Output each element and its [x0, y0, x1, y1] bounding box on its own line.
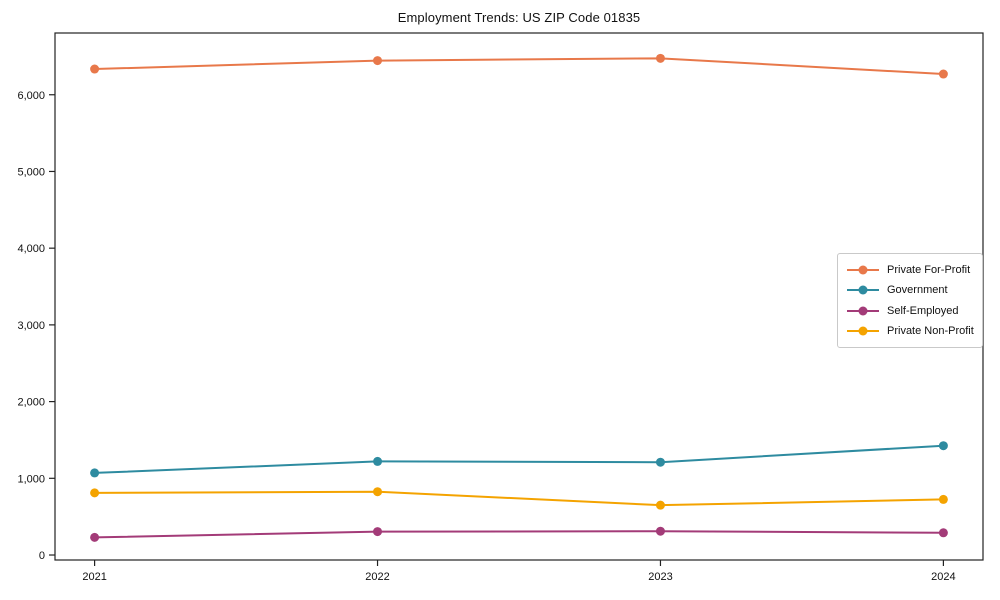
legend-item-private-non-profit: Private Non-Profit — [846, 322, 974, 341]
x-tick-label: 2023 — [648, 571, 672, 583]
legend-item-self-employed: Self-Employed — [846, 301, 974, 320]
x-tick-label: 2024 — [931, 571, 955, 583]
series-line-private-for-profit — [93, 57, 945, 76]
legend-label: Self-Employed — [887, 304, 959, 317]
series-line-government — [93, 444, 945, 474]
y-tick-label: 6,000 — [17, 90, 45, 102]
x-tick-label: 2022 — [365, 571, 389, 583]
data-point-marker — [373, 527, 383, 537]
chart-legend: Private For-Profit Government Self-Employe… — [837, 253, 983, 348]
data-point-marker — [655, 457, 665, 467]
data-point-marker — [655, 53, 665, 63]
data-point-marker — [938, 441, 948, 451]
legend-item-government: Government — [846, 281, 974, 300]
y-tick-label: 1,000 — [17, 473, 45, 485]
x-tick-label: 2021 — [82, 571, 106, 583]
y-tick-label: 5,000 — [17, 166, 45, 178]
y-tick-label: 4,000 — [17, 243, 45, 255]
y-tick-label: 3,000 — [17, 320, 45, 332]
chart-title: Employment Trends: US ZIP Code 01835 — [397, 10, 641, 25]
data-point-marker — [90, 468, 100, 478]
data-point-marker — [373, 456, 383, 466]
legend-line-marker-icon — [846, 284, 880, 296]
legend-label: Government — [887, 284, 948, 297]
series-line-self-employed — [93, 530, 945, 539]
y-tick-label: 0 — [39, 550, 45, 562]
data-point-marker — [655, 526, 665, 536]
y-tick-label: 2,000 — [17, 397, 45, 409]
data-point-marker — [938, 494, 948, 504]
legend-item-private-for-profit: Private For-Profit — [846, 260, 974, 279]
legend-line-marker-icon — [846, 325, 880, 337]
data-point-marker — [655, 500, 665, 510]
data-point-marker — [90, 532, 100, 542]
data-point-marker — [373, 56, 383, 66]
axes-frame — [54, 32, 984, 561]
data-point-marker — [938, 528, 948, 538]
legend-line-marker-icon — [846, 305, 880, 317]
legend-line-marker-icon — [846, 264, 880, 276]
data-point-marker — [373, 487, 383, 497]
data-point-marker — [90, 64, 100, 74]
data-point-marker — [938, 69, 948, 79]
data-point-marker — [90, 488, 100, 498]
series-line-private-non-profit — [93, 490, 945, 507]
legend-label: Private Non-Profit — [887, 325, 974, 338]
legend-label: Private For-Profit — [887, 263, 971, 276]
